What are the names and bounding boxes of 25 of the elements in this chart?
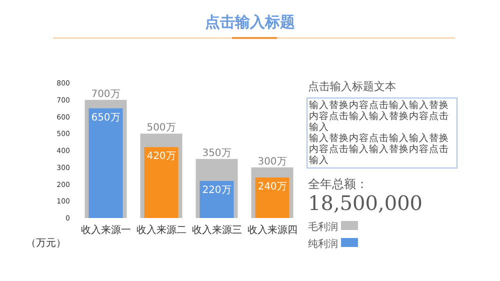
text: 全年总额： [308,177,368,191]
data-label: 420万 [146,151,176,162]
y-axis-title: （万元） [26,238,66,249]
data-label: 350万 [202,148,232,159]
data-label: 220万 [202,184,232,196]
x-tick-label: 收入来源四 [247,224,298,236]
data-label: 300万 [258,156,287,168]
bar [255,178,290,218]
x-tick-label: 收入来源三 [192,224,242,236]
data-label: 500万 [146,122,176,134]
text: 点击输入标题文本 [308,80,396,93]
bar [88,108,123,218]
text: 输入替换内容点击输入输入替换内容点击输入输入替换内容点击输入 [309,132,449,166]
x-tick-label: 收入来源一 [80,224,131,236]
bar [144,147,178,218]
bar [200,180,234,218]
x-tick-label: 收入来源二 [136,224,186,236]
data-label: 240万 [258,182,287,192]
data-label: 650万 [91,112,120,124]
text: 输入替换内容点击输入输入替换内容点击输入输入替换内容点击输入 [309,99,449,133]
legend-label: 纯利润 [308,238,338,250]
chart-title: 点击输入标题 [205,13,295,31]
legend-label: 毛利润 [308,221,338,233]
data-label: 700万 [91,88,120,100]
text: 18,500,000 [308,191,423,215]
